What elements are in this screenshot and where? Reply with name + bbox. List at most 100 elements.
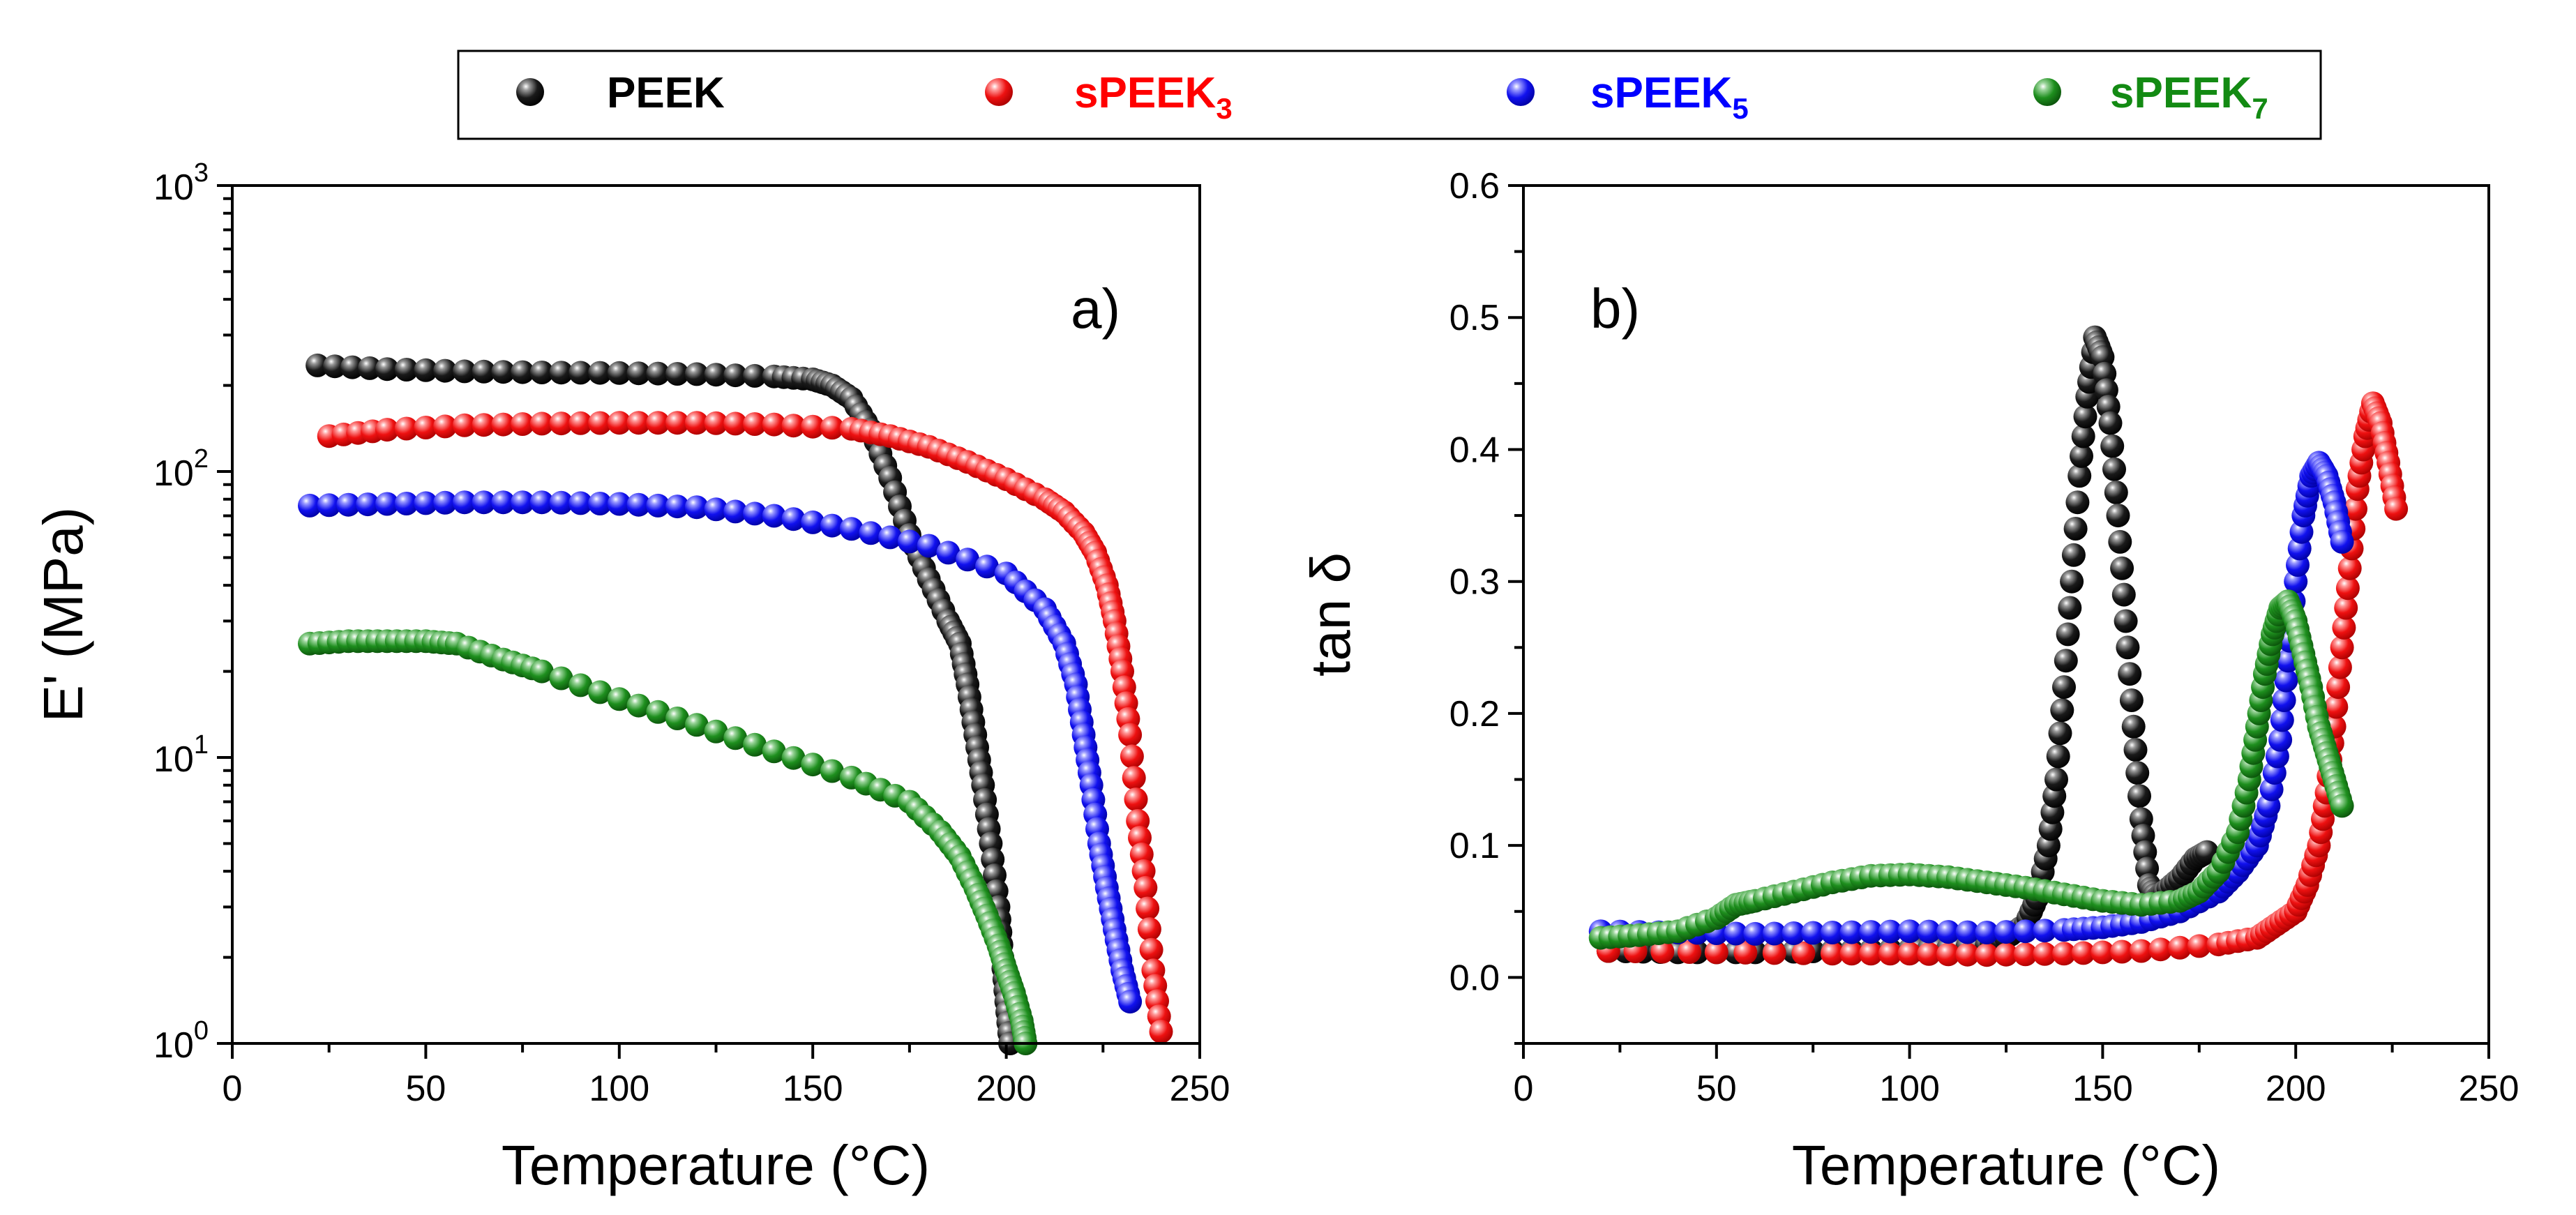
data-point-speek5 — [529, 490, 554, 515]
y-tick-label: 100 — [153, 1016, 209, 1066]
panel-a-series-speek3 — [317, 411, 1173, 1043]
data-point-speek5 — [2330, 529, 2354, 554]
data-point-speek3 — [2330, 635, 2354, 660]
data-point-peek — [2070, 444, 2093, 468]
data-point-speek3 — [1762, 941, 1786, 965]
data-point-peek — [529, 361, 554, 384]
data-point-speek3 — [1878, 942, 1902, 966]
data-point-peek — [2048, 721, 2072, 746]
data-point-peek — [2100, 434, 2125, 458]
data-point-peek — [588, 361, 612, 385]
x-tick-label: 0 — [1514, 1069, 1534, 1109]
data-point-speek5 — [607, 492, 631, 516]
legend-entry-peek: PEEK — [516, 69, 725, 117]
data-point-speek5 — [2268, 727, 2293, 752]
data-point-peek — [433, 359, 458, 383]
data-point-speek3 — [472, 413, 496, 437]
data-point-speek5 — [626, 492, 651, 517]
data-point-peek — [2108, 529, 2132, 554]
data-point-speek3 — [2335, 576, 2360, 601]
data-point-speek3 — [452, 413, 476, 437]
panel-a-series-speek7 — [298, 629, 1038, 1055]
data-point-peek — [2125, 761, 2150, 785]
data-point-peek — [2071, 424, 2095, 448]
x-tick-label: 50 — [1696, 1069, 1737, 1109]
data-point-speek3 — [2332, 615, 2356, 640]
data-point-speek7 — [588, 680, 612, 704]
legend-subscript-5: 5 — [1732, 92, 1748, 125]
data-point-speek7 — [549, 666, 573, 690]
data-point-speek7 — [568, 673, 593, 697]
x-tick-label: 200 — [2266, 1069, 2326, 1109]
panel-a-label: a) — [1071, 278, 1120, 340]
data-point-speek3 — [491, 412, 515, 437]
data-point-speek5 — [2033, 919, 2057, 943]
legend-subscript-3: 3 — [1216, 92, 1232, 125]
data-point-speek3 — [529, 412, 554, 436]
data-point-speek3 — [704, 411, 728, 435]
data-point-peek — [2118, 662, 2142, 686]
legend-marker-speek3 — [985, 78, 1013, 106]
data-point-speek7 — [626, 693, 651, 718]
data-point-peek — [2111, 582, 2136, 607]
data-point-speek3 — [1149, 1020, 1173, 1043]
data-point-speek3 — [781, 414, 806, 438]
data-point-speek3 — [723, 412, 748, 436]
panel-b-label: b) — [1590, 278, 1640, 340]
data-point-speek3 — [1820, 942, 1844, 966]
data-point-peek — [2067, 464, 2092, 488]
x-tick-label: 100 — [589, 1069, 649, 1109]
data-point-peek — [2098, 411, 2123, 435]
data-point-speek3 — [2324, 695, 2349, 719]
data-point-peek — [626, 361, 651, 386]
data-point-speek3 — [2013, 942, 2038, 967]
panel-a-y-axis-title: E' (MPa) — [32, 507, 94, 723]
data-point-speek3 — [743, 412, 767, 436]
x-tick-label: 150 — [783, 1069, 843, 1109]
data-point-speek3 — [1897, 942, 1922, 966]
data-point-speek5 — [414, 491, 438, 515]
data-point-peek — [2061, 543, 2086, 567]
panel-b-series-speek7 — [1588, 589, 2354, 950]
panel-b-markers — [1588, 325, 2409, 967]
data-point-peek — [414, 358, 438, 382]
data-point-peek — [2052, 675, 2076, 700]
data-point-speek5 — [1917, 919, 1941, 944]
y-tick-label: 102 — [153, 444, 209, 494]
data-point-speek3 — [2187, 934, 2211, 958]
y-tick-label: 0.0 — [1449, 958, 1500, 998]
data-point-speek3 — [762, 412, 786, 437]
data-point-peek — [665, 362, 689, 386]
data-point-speek5 — [1782, 921, 1806, 945]
data-point-speek5 — [956, 548, 980, 572]
data-point-speek5 — [723, 499, 748, 524]
data-point-speek3 — [2091, 940, 2115, 965]
legend-label-speek7: sPEEK7 — [2110, 69, 2268, 125]
data-point-speek5 — [491, 490, 515, 515]
data-point-speek5 — [897, 529, 921, 554]
data-point-speek5 — [665, 495, 689, 519]
data-point-speek3 — [414, 416, 438, 439]
data-point-peek — [2110, 556, 2134, 580]
legend-entry-speek5: sPEEK5 — [1507, 69, 1749, 125]
y-tick-label: 0.4 — [1449, 430, 1500, 470]
y-tick-label: 0.2 — [1449, 694, 1500, 734]
data-point-speek7 — [2330, 794, 2354, 818]
data-point-speek5 — [394, 492, 419, 515]
data-point-speek3 — [375, 418, 399, 442]
data-point-speek5 — [1878, 919, 1902, 944]
data-point-speek3 — [1839, 942, 1864, 966]
data-point-speek3 — [1791, 941, 1816, 965]
data-point-peek — [568, 361, 593, 385]
data-point-speek7 — [529, 659, 554, 684]
panel-a-x-axis-title: Temperature (°C) — [502, 1134, 930, 1196]
data-point-peek — [704, 363, 728, 387]
data-point-speek3 — [1118, 723, 1143, 747]
data-point-speek5 — [511, 490, 535, 515]
data-point-speek5 — [646, 493, 670, 518]
data-point-speek5 — [936, 541, 961, 565]
x-tick-label: 200 — [976, 1069, 1037, 1109]
x-tick-label: 150 — [2072, 1069, 2133, 1109]
y-tick-label: 0.1 — [1449, 826, 1500, 866]
